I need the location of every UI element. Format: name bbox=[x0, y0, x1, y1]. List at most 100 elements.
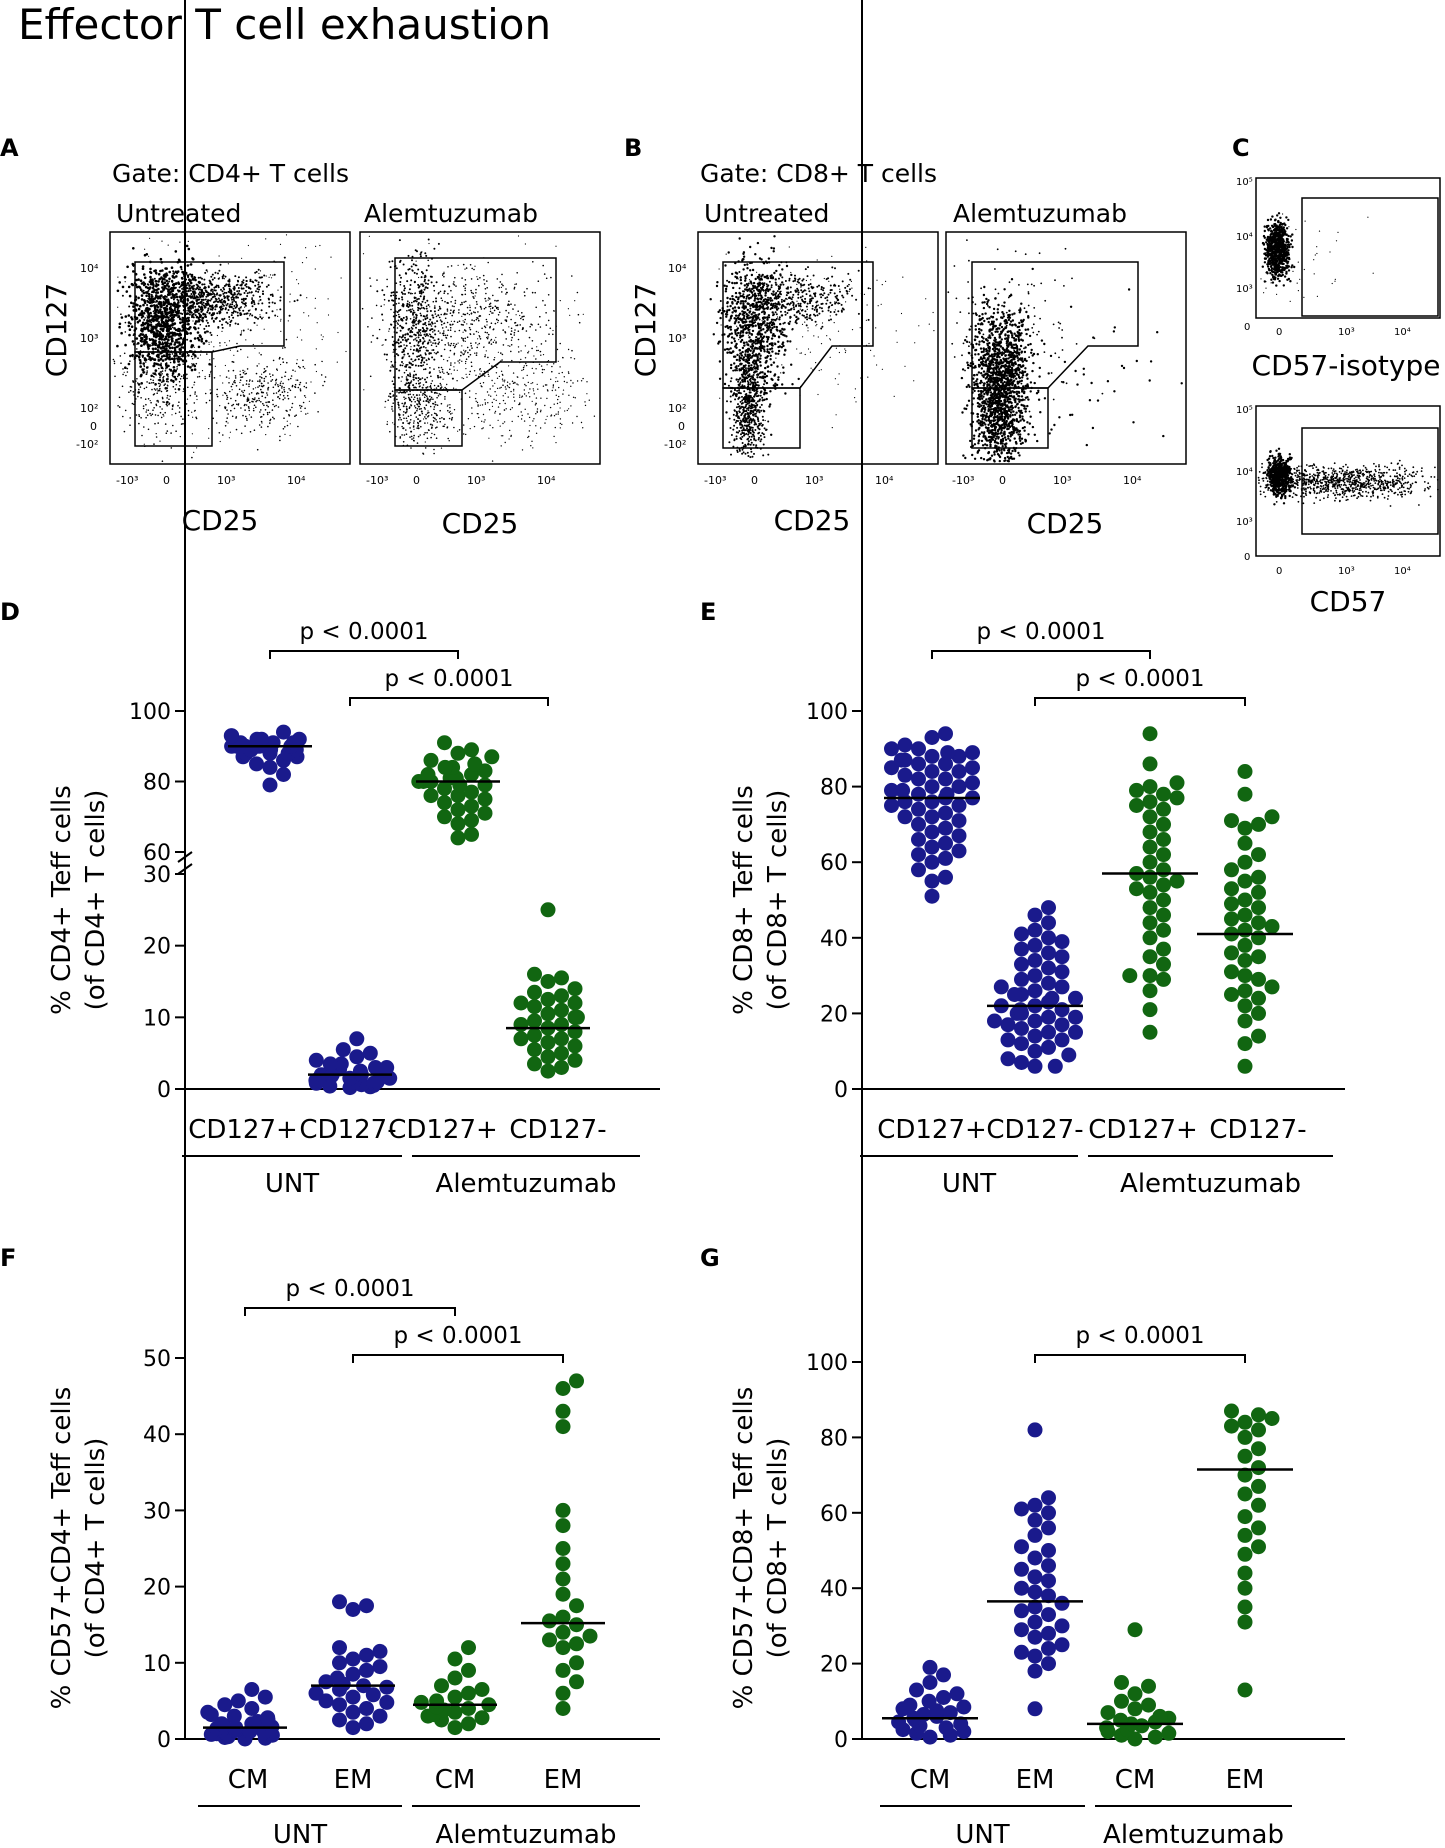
flow-event bbox=[469, 428, 471, 430]
flow-event bbox=[410, 380, 413, 382]
flow-event bbox=[384, 338, 387, 341]
flow-event bbox=[399, 341, 402, 344]
flow-event bbox=[743, 344, 746, 347]
flow-event bbox=[759, 340, 763, 344]
flow-event bbox=[528, 392, 530, 394]
flow-event bbox=[166, 389, 169, 392]
flow-event bbox=[170, 432, 172, 434]
flow-event bbox=[470, 342, 472, 345]
flow-event bbox=[492, 385, 494, 387]
flow-event bbox=[397, 313, 400, 316]
flow-event bbox=[719, 316, 722, 320]
flow-event bbox=[430, 281, 433, 284]
flow-event bbox=[586, 393, 588, 395]
flow-event bbox=[178, 407, 181, 409]
flow-event bbox=[224, 425, 227, 427]
flow-event bbox=[160, 314, 164, 318]
flow-event bbox=[275, 404, 277, 407]
flow-event bbox=[245, 383, 248, 385]
flow-event bbox=[168, 368, 171, 371]
flow-event bbox=[124, 331, 127, 333]
flow-event bbox=[157, 296, 160, 299]
flow-event bbox=[261, 281, 264, 284]
flow-event bbox=[170, 335, 172, 338]
flow-event bbox=[186, 352, 189, 355]
flow-event bbox=[578, 321, 581, 324]
flow-event bbox=[237, 287, 240, 289]
flow-event bbox=[419, 346, 422, 349]
flow-event bbox=[258, 399, 261, 402]
flow-event bbox=[254, 347, 256, 349]
flow-event bbox=[391, 390, 394, 393]
flow-event bbox=[506, 316, 509, 318]
flow-event bbox=[177, 388, 181, 391]
flow-event bbox=[142, 311, 146, 315]
flow-event bbox=[135, 278, 138, 282]
flow-event bbox=[256, 448, 259, 451]
flow-event bbox=[399, 261, 401, 263]
flow-event bbox=[414, 386, 417, 389]
flow-event bbox=[247, 396, 249, 398]
flow-event bbox=[269, 293, 272, 296]
flow-event bbox=[177, 364, 179, 366]
flow-event bbox=[191, 257, 194, 260]
flow-event bbox=[182, 418, 184, 420]
flow-event bbox=[478, 416, 480, 419]
flow-event bbox=[458, 391, 461, 393]
flow-event bbox=[439, 290, 442, 293]
flow-event bbox=[236, 290, 239, 293]
flow-event bbox=[439, 332, 441, 334]
flow-event bbox=[269, 373, 271, 375]
flow-event bbox=[222, 304, 225, 307]
flow-event bbox=[743, 307, 746, 310]
flow-event bbox=[489, 305, 492, 308]
flow-event bbox=[229, 431, 231, 433]
flow-event bbox=[242, 391, 244, 394]
flow-event bbox=[434, 325, 437, 328]
flow-event bbox=[426, 314, 428, 316]
flow-event bbox=[275, 379, 277, 382]
flow-event bbox=[398, 309, 400, 312]
flow-event bbox=[453, 354, 455, 356]
flow-event bbox=[431, 426, 433, 429]
flow-event bbox=[433, 307, 436, 309]
flow-event bbox=[531, 340, 534, 342]
flow-event bbox=[427, 341, 430, 344]
flow-event bbox=[415, 264, 418, 267]
flow-event bbox=[463, 377, 465, 380]
flow-event bbox=[395, 314, 398, 317]
flow-event bbox=[492, 341, 495, 343]
flow-event bbox=[773, 235, 776, 238]
flow-event bbox=[412, 384, 415, 387]
flow-event bbox=[280, 320, 282, 322]
flow-event bbox=[444, 334, 447, 337]
flow-event bbox=[409, 348, 412, 351]
flow-event bbox=[460, 351, 462, 353]
flow-event bbox=[410, 279, 413, 282]
flow-event bbox=[748, 311, 751, 314]
flow-event bbox=[270, 277, 273, 279]
flow-event bbox=[388, 330, 390, 332]
flow-event bbox=[174, 391, 177, 394]
flow-event bbox=[404, 365, 407, 368]
flow-event bbox=[227, 402, 230, 405]
flow-event bbox=[470, 291, 473, 294]
flow-event bbox=[559, 422, 561, 425]
flow-event bbox=[398, 405, 400, 407]
flow-event bbox=[747, 347, 750, 351]
flow-event bbox=[246, 317, 249, 320]
flow-event bbox=[413, 370, 416, 373]
flow-event bbox=[483, 307, 486, 310]
flow-event bbox=[296, 299, 299, 302]
flow-event bbox=[148, 255, 150, 257]
flow-event bbox=[414, 249, 417, 252]
flow-event bbox=[173, 294, 176, 297]
flow-event bbox=[391, 380, 394, 383]
flow-event bbox=[424, 378, 426, 381]
panel-b-ylabel: CD127 bbox=[629, 283, 662, 378]
flow-event bbox=[418, 328, 420, 331]
flow-event bbox=[397, 426, 399, 428]
flow-event bbox=[447, 266, 449, 268]
flow-event bbox=[528, 336, 531, 339]
flow-event bbox=[272, 359, 275, 362]
